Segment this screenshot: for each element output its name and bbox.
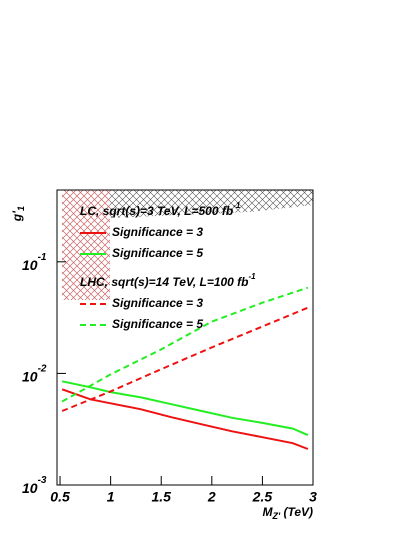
x-tick-label: 1.5 — [151, 489, 171, 505]
series-line — [61, 306, 309, 412]
legend-label: Significance = 3 — [112, 296, 203, 310]
excluded-region — [110, 190, 313, 218]
text-part: 10 — [22, 368, 38, 384]
x-tick-label: 1 — [107, 489, 115, 505]
text-part: Z' — [271, 511, 280, 521]
y-tick-label: 10-1 — [22, 251, 47, 272]
text-part: -2 — [38, 363, 47, 374]
excluded-region-lc — [62, 190, 110, 300]
series-line — [61, 380, 309, 437]
legend-label: Significance = 5 — [112, 317, 203, 331]
legend-title: LC, sqrt(s)=3 TeV, L=500 fb-1 — [80, 201, 241, 218]
x-tick-label: 3 — [309, 489, 317, 505]
text-part: 1 — [16, 206, 26, 211]
y-tick-label: 10-2 — [22, 363, 47, 384]
text-part: -1 — [38, 251, 47, 262]
x-tick-label: 0.5 — [50, 489, 70, 505]
x-tick-label: 2.5 — [252, 489, 273, 505]
text-part: -3 — [38, 475, 47, 486]
frame — [56, 189, 314, 486]
text-part: 10 — [22, 257, 38, 273]
text-part: -1 — [249, 272, 257, 281]
legend-title: LHC, sqrt(s)=14 TeV, L=100 fb-1 — [80, 272, 256, 289]
x-axis-label: MZ' (TeV) — [262, 505, 313, 521]
text-part: g' — [10, 210, 24, 222]
text-part: LC, sqrt(s)=3 TeV, L=500 fb — [80, 204, 233, 218]
text-part: LHC, sqrt(s)=14 TeV, L=100 fb — [80, 275, 249, 289]
y-axis-label: g'1 — [10, 206, 26, 222]
series-line — [61, 388, 309, 450]
text-part: (TeV) — [280, 505, 313, 519]
x-tick-label: 2 — [207, 489, 216, 505]
series-line — [61, 286, 309, 403]
text-part: 10 — [22, 480, 38, 496]
text-part: -1 — [233, 201, 241, 210]
y-tick-label: 10-3 — [22, 475, 47, 496]
legend-label: Significance = 3 — [112, 225, 203, 239]
plot — [61, 286, 309, 450]
legend-label: Significance = 5 — [112, 246, 203, 260]
text-part: M — [262, 505, 273, 519]
